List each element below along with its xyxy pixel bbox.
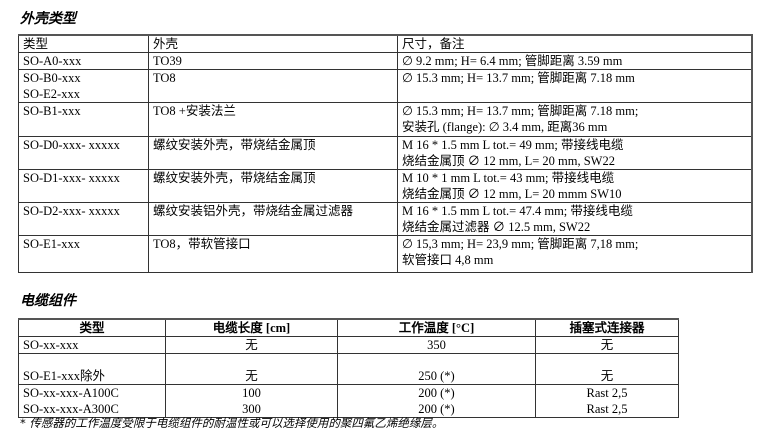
dimension-line: ∅ 15.3 mm; H= 13.7 mm; 管脚距离 7.18 mm; xyxy=(402,104,639,118)
table-cell: 无 xyxy=(165,336,338,354)
type-cell: SO-D1-xxx- xxxxx xyxy=(18,169,149,203)
column-header: 类型 xyxy=(18,34,149,53)
dimensions-cell: ∅ 15.3 mm; H= 13.7 mm; 管脚距离 7.18 mm; 安装孔 … xyxy=(397,102,753,137)
column-header: 类型 xyxy=(18,318,166,337)
type-cell: SO-B1-xxx xyxy=(18,102,149,137)
table-row: SO-D0-xxx- xxxxx 螺纹安装外壳，带烧结金属顶 M 16 * 1.5 … xyxy=(18,136,753,170)
table-cell: SO-xx-xxx-A300C xyxy=(18,401,166,418)
table-cell: SO-xx-xxx-A100C xyxy=(18,384,166,401)
housing-cell: TO39 xyxy=(148,52,398,70)
type-cell: SO-A0-xxx xyxy=(18,52,149,70)
type-cell: SO-E1-xxx xyxy=(18,235,149,273)
header-row: 类型 外壳 尺寸，备注 xyxy=(18,34,753,53)
column-header: 工作温度 [°C] xyxy=(337,318,536,337)
header-row: 类型 电缆长度 [cm] 工作温度 [°C] 插塞式连接器 xyxy=(18,318,679,337)
dimension-line: 烧结金属顶 ∅ 12 mm, L= 20 mm, SW22 xyxy=(402,154,615,168)
table-row: SO-E1-xxx TO8，带软管接口 ∅ 15,3 mm; H= 23,9 mm;… xyxy=(18,235,753,273)
dimension-line: 烧结金属顶 ∅ 12 mm, L= 20 mmm SW10 xyxy=(402,187,622,201)
table-row: SO-E1-xxx除外无 250 (*) 无 xyxy=(18,353,679,385)
table-cell: 200 (*) xyxy=(337,384,536,401)
table-cell: SO-xx-xxx xyxy=(18,336,166,354)
table-cell: 无 xyxy=(535,336,679,354)
type-value: SO-E2-xxx xyxy=(23,87,80,101)
table-row: SO-A0-xxx TO39 ∅ 9.2 mm; H= 6.4 mm; 管脚距离 3… xyxy=(18,52,753,70)
table-cell: SO-E1-xxx除外 xyxy=(18,353,166,385)
table-cell: Rast 2,5 xyxy=(535,384,679,401)
table-row: SO-xx-xxx 无 350 无 xyxy=(18,336,679,354)
table-row: SO-D1-xxx- xxxxx 螺纹安装外壳，带烧结金属顶 M 10 * 1 mm… xyxy=(18,169,753,203)
table-row: SO-B0-xxx SO-E2-xxx TO8 ∅ 15.3 mm; H= 13.7 … xyxy=(18,69,753,103)
section-title-cable: 电缆组件 xyxy=(20,293,76,309)
dimension-line: 软管接口 4,8 mm xyxy=(402,253,494,267)
dimension-line: M 16 * 1.5 mm L tot.= 49 mm; 带接线电缆 xyxy=(402,138,624,152)
dimension-line: M 16 * 1.5 mm L tot.= 47.4 mm; 带接线电缆 xyxy=(402,204,633,218)
table-row: SO-xx-xxx-A100C 100 200 (*) Rast 2,5 xyxy=(18,384,679,401)
dimensions-cell: M 16 * 1.5 mm L tot.= 47.4 mm; 带接线电缆 烧结金属… xyxy=(397,202,753,236)
dimensions-cell: ∅ 15.3 mm; H= 13.7 mm; 管脚距离 7.18 mm xyxy=(397,69,753,103)
dimensions-cell: M 10 * 1 mm L tot.= 43 mm; 带接线电缆 烧结金属顶 ∅ … xyxy=(397,169,753,203)
dimensions-cell: ∅ 9.2 mm; H= 6.4 mm; 管脚距离 3.59 mm xyxy=(397,52,753,70)
type-cell: SO-B0-xxx SO-E2-xxx xyxy=(18,69,149,103)
housing-cell: 螺纹安装铝外壳，带烧结金属过滤器 xyxy=(148,202,398,236)
type-value: SO-B1-xxx xyxy=(23,104,81,118)
dimension-line: ∅ 15,3 mm; H= 23,9 mm; 管脚距离 7,18 mm; xyxy=(402,237,639,251)
table-row: SO-xx-xxx-A300C 300 200 (*) Rast 2,5 xyxy=(18,401,679,418)
column-header: 电缆长度 [cm] xyxy=(165,318,338,337)
housing-cell: TO8 +安装法兰 xyxy=(148,102,398,137)
housing-cell: TO8 xyxy=(148,69,398,103)
table-cell: 200 (*) xyxy=(337,401,536,418)
type-value: SO-D1-xxx- xxxxx xyxy=(23,171,120,185)
footnote: * 传感器的工作温度受限于电缆组件的耐温性或可以选择使用的聚四氟乙烯绝缘层。 xyxy=(20,416,444,430)
column-header: 插塞式连接器 xyxy=(535,318,679,337)
table-cell: Rast 2,5 xyxy=(535,401,679,418)
dimension-line: 安装孔 (flange): ∅ 3.4 mm, 距离36 mm xyxy=(402,120,608,134)
type-value: SO-D2-xxx- xxxxx xyxy=(23,204,120,218)
housing-cell: 螺纹安装外壳，带烧结金属顶 xyxy=(148,136,398,170)
dimensions-cell: M 16 * 1.5 mm L tot.= 49 mm; 带接线电缆 烧结金属顶 … xyxy=(397,136,753,170)
table-cell: 250 (*) xyxy=(337,353,536,385)
table-cell: 无 xyxy=(535,353,679,385)
table-cell: 100 xyxy=(165,384,338,401)
dimension-line: 烧结金属过滤器 ∅ 12.5 mm, SW22 xyxy=(402,220,591,234)
type-cell: SO-D2-xxx- xxxxx xyxy=(18,202,149,236)
dimensions-cell: ∅ 15,3 mm; H= 23,9 mm; 管脚距离 7,18 mm; 软管接口… xyxy=(397,235,753,273)
dimension-line: M 10 * 1 mm L tot.= 43 mm; 带接线电缆 xyxy=(402,171,615,185)
table-row: SO-B1-xxx TO8 +安装法兰 ∅ 15.3 mm; H= 13.7 mm;… xyxy=(18,102,753,137)
column-header: 尺寸，备注 xyxy=(397,34,753,53)
housing-types-table: 类型 外壳 尺寸，备注 SO-A0-xxx TO39 ∅ 9.2 mm; H= 6.4 m… xyxy=(18,34,753,273)
section-title-housing: 外壳类型 xyxy=(20,11,76,27)
table-cell: 无 xyxy=(165,353,338,385)
table-cell: 350 xyxy=(337,336,536,354)
column-header: 外壳 xyxy=(148,34,398,53)
housing-cell: TO8，带软管接口 xyxy=(148,235,398,273)
dimension-line: ∅ 15.3 mm; H= 13.7 mm; 管脚距离 7.18 mm xyxy=(402,71,635,85)
type-value: SO-D0-xxx- xxxxx xyxy=(23,138,120,152)
cable-assembly-table: 类型 电缆长度 [cm] 工作温度 [°C] 插塞式连接器 SO-xx-xxx 无 350 无… xyxy=(18,318,679,418)
table-row: SO-D2-xxx- xxxxx 螺纹安装铝外壳，带烧结金属过滤器 M 16 * 1… xyxy=(18,202,753,236)
type-value: SO-B0-xxx xyxy=(23,71,81,85)
type-value: SO-A0-xxx xyxy=(23,54,82,68)
dimension-line: ∅ 9.2 mm; H= 6.4 mm; 管脚距离 3.59 mm xyxy=(402,54,623,68)
type-cell: SO-D0-xxx- xxxxx xyxy=(18,136,149,170)
type-value: SO-E1-xxx xyxy=(23,237,80,251)
housing-cell: 螺纹安装外壳，带烧结金属顶 xyxy=(148,169,398,203)
